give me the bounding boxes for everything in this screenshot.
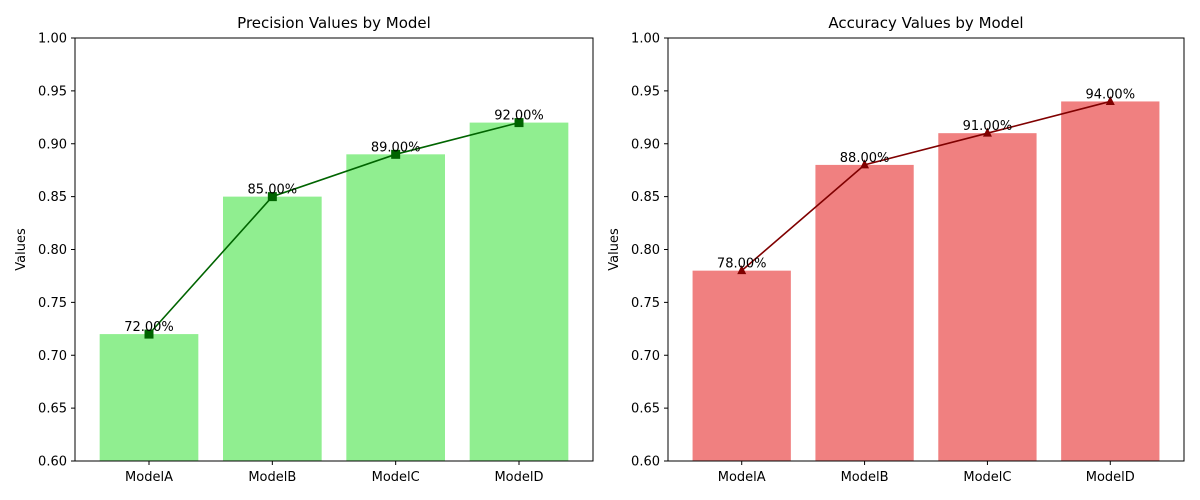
x-tick-label: ModelB xyxy=(248,470,296,485)
chart-panel-1: Precision Values by Model 72.00% 85.00% 89.… xyxy=(14,14,594,485)
x-tick-label: ModelA xyxy=(718,470,766,485)
x-tick-label: ModelD xyxy=(494,470,543,485)
bar-modela xyxy=(692,270,791,461)
x-tick-label: ModelC xyxy=(372,470,420,485)
x-tick-label: ModelB xyxy=(841,470,889,485)
y-tick-label: 0.60 xyxy=(38,455,67,470)
y-tick-label: 0.85 xyxy=(631,190,660,205)
data-label-modela: 78.00% xyxy=(717,257,767,272)
marker-modela xyxy=(737,265,747,275)
y-tick-label: 0.90 xyxy=(38,137,67,152)
bar-modeld xyxy=(1061,101,1160,461)
y-tick-label: 0.70 xyxy=(38,349,67,364)
y-tick-label: 0.75 xyxy=(38,296,67,311)
bar-modelb xyxy=(223,196,322,461)
y-axis-label: Values xyxy=(14,228,29,271)
y-tick-label: 0.70 xyxy=(631,349,660,364)
y-tick-label: 0.95 xyxy=(631,84,660,99)
chart-panel-2: Accuracy Values by Model 78.00% 88.00% 91.0… xyxy=(607,14,1185,485)
y-tick-label: 0.95 xyxy=(38,84,67,99)
marker-modelc xyxy=(982,127,992,137)
series-line xyxy=(148,121,520,335)
data-label-modelb: 85.00% xyxy=(248,183,298,198)
y-tick-label: 0.75 xyxy=(631,296,660,311)
marker-modela xyxy=(144,329,154,339)
marker-modelb xyxy=(860,159,870,169)
marker-modelc xyxy=(391,149,401,159)
y-tick-label: 1.00 xyxy=(631,32,660,47)
marker-modeld xyxy=(1105,95,1115,105)
chart-title: Accuracy Values by Model xyxy=(828,14,1023,32)
chart-title: Precision Values by Model xyxy=(237,14,431,32)
y-tick-label: 0.80 xyxy=(631,243,660,258)
y-axis-label: Values xyxy=(607,228,622,271)
x-tick-label: ModelA xyxy=(125,470,173,485)
y-tick-label: 0.60 xyxy=(631,455,660,470)
data-label-modeld: 94.00% xyxy=(1085,87,1135,102)
y-tick-label: 0.80 xyxy=(38,243,67,258)
x-tick-label: ModelC xyxy=(963,470,1011,485)
y-tick-label: 1.00 xyxy=(38,32,67,47)
y-tick-label: 0.90 xyxy=(631,137,660,152)
y-tick-label: 0.85 xyxy=(38,190,67,205)
marker-modeld xyxy=(514,118,524,128)
y-tick-label: 0.65 xyxy=(631,402,660,417)
bar-modelc xyxy=(938,133,1037,462)
data-label-modelc: 89.00% xyxy=(371,140,421,155)
marker-modelb xyxy=(267,192,277,202)
y-tick-label: 0.65 xyxy=(38,402,67,417)
data-label-modelc: 91.00% xyxy=(963,119,1013,134)
data-label-modelb: 88.00% xyxy=(840,151,890,166)
data-label-modela: 72.00% xyxy=(124,320,174,335)
x-tick-label: ModelD xyxy=(1086,470,1135,485)
bar-modelc xyxy=(346,154,445,461)
bar-modelb xyxy=(815,164,914,461)
bar-modela xyxy=(99,334,199,461)
series-line xyxy=(741,100,1111,272)
data-label-modeld: 92.00% xyxy=(494,109,544,124)
bar-modeld xyxy=(469,122,569,461)
